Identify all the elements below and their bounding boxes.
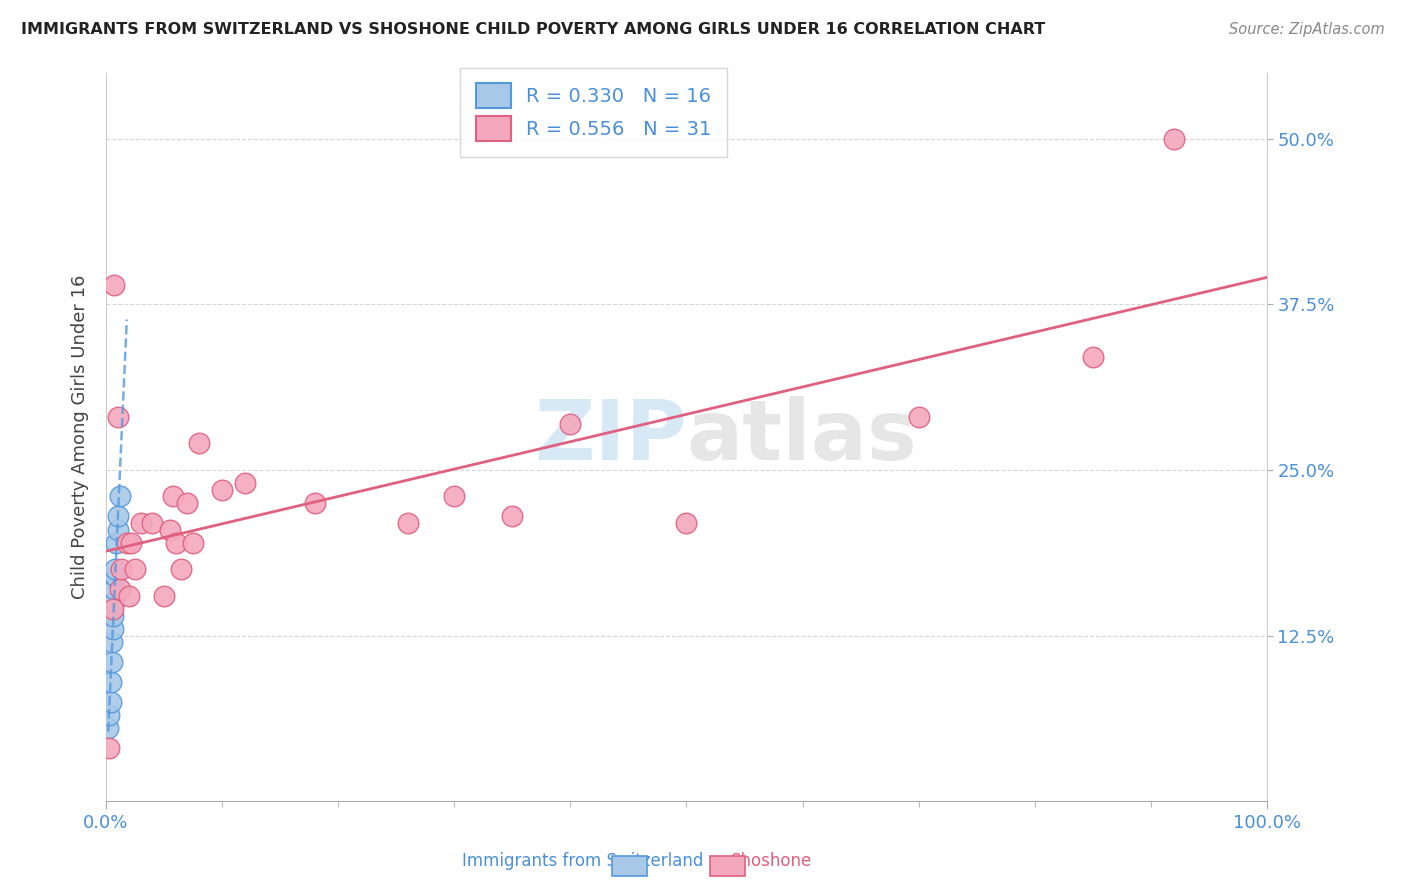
Point	[100, 675, 122, 690]
Text: ZIP: ZIP	[534, 396, 686, 477]
Point	[105, 536, 128, 550]
Point	[104, 569, 127, 583]
Point	[110, 562, 132, 576]
Point	[118, 589, 141, 603]
Point	[129, 516, 152, 530]
Point	[101, 622, 124, 636]
Point	[108, 582, 131, 597]
Point	[107, 409, 129, 424]
Point	[304, 496, 326, 510]
Point	[104, 562, 127, 576]
Point	[103, 595, 125, 609]
Point	[103, 277, 125, 292]
Point	[115, 536, 138, 550]
Point	[159, 523, 181, 537]
Text: atlas: atlas	[686, 396, 917, 477]
Point	[165, 536, 187, 550]
Point	[107, 509, 129, 524]
Text: Immigrants from Switzerland: Immigrants from Switzerland	[461, 852, 703, 870]
Y-axis label: Child Poverty Among Girls Under 16: Child Poverty Among Girls Under 16	[72, 275, 89, 599]
Point	[100, 635, 122, 649]
Point	[120, 536, 142, 550]
Point	[170, 562, 193, 576]
Point	[101, 608, 124, 623]
Text: Source: ZipAtlas.com: Source: ZipAtlas.com	[1229, 22, 1385, 37]
Point	[107, 523, 129, 537]
Point	[98, 708, 121, 723]
Text: IMMIGRANTS FROM SWITZERLAND VS SHOSHONE CHILD POVERTY AMONG GIRLS UNDER 16 CORRE: IMMIGRANTS FROM SWITZERLAND VS SHOSHONE …	[21, 22, 1045, 37]
Point	[162, 490, 184, 504]
Point	[1163, 132, 1185, 146]
Point	[181, 536, 204, 550]
Point	[560, 417, 582, 431]
Text: Shoshone: Shoshone	[731, 852, 813, 870]
Point	[124, 562, 146, 576]
Point	[97, 722, 120, 736]
Point	[233, 476, 256, 491]
Point	[100, 655, 122, 669]
Point	[907, 409, 929, 424]
Point	[100, 695, 122, 709]
Legend: R = 0.330   N = 16, R = 0.556   N = 31: R = 0.330 N = 16, R = 0.556 N = 31	[460, 68, 727, 156]
Point	[176, 496, 198, 510]
Point	[101, 602, 124, 616]
Point	[108, 490, 131, 504]
Point	[1081, 351, 1104, 365]
Point	[443, 490, 465, 504]
Point	[211, 483, 233, 497]
Point	[103, 582, 125, 597]
Point	[396, 516, 419, 530]
Point	[675, 516, 697, 530]
Point	[501, 509, 523, 524]
Point	[187, 436, 209, 450]
Point	[141, 516, 163, 530]
Point	[153, 589, 176, 603]
Point	[98, 741, 121, 756]
